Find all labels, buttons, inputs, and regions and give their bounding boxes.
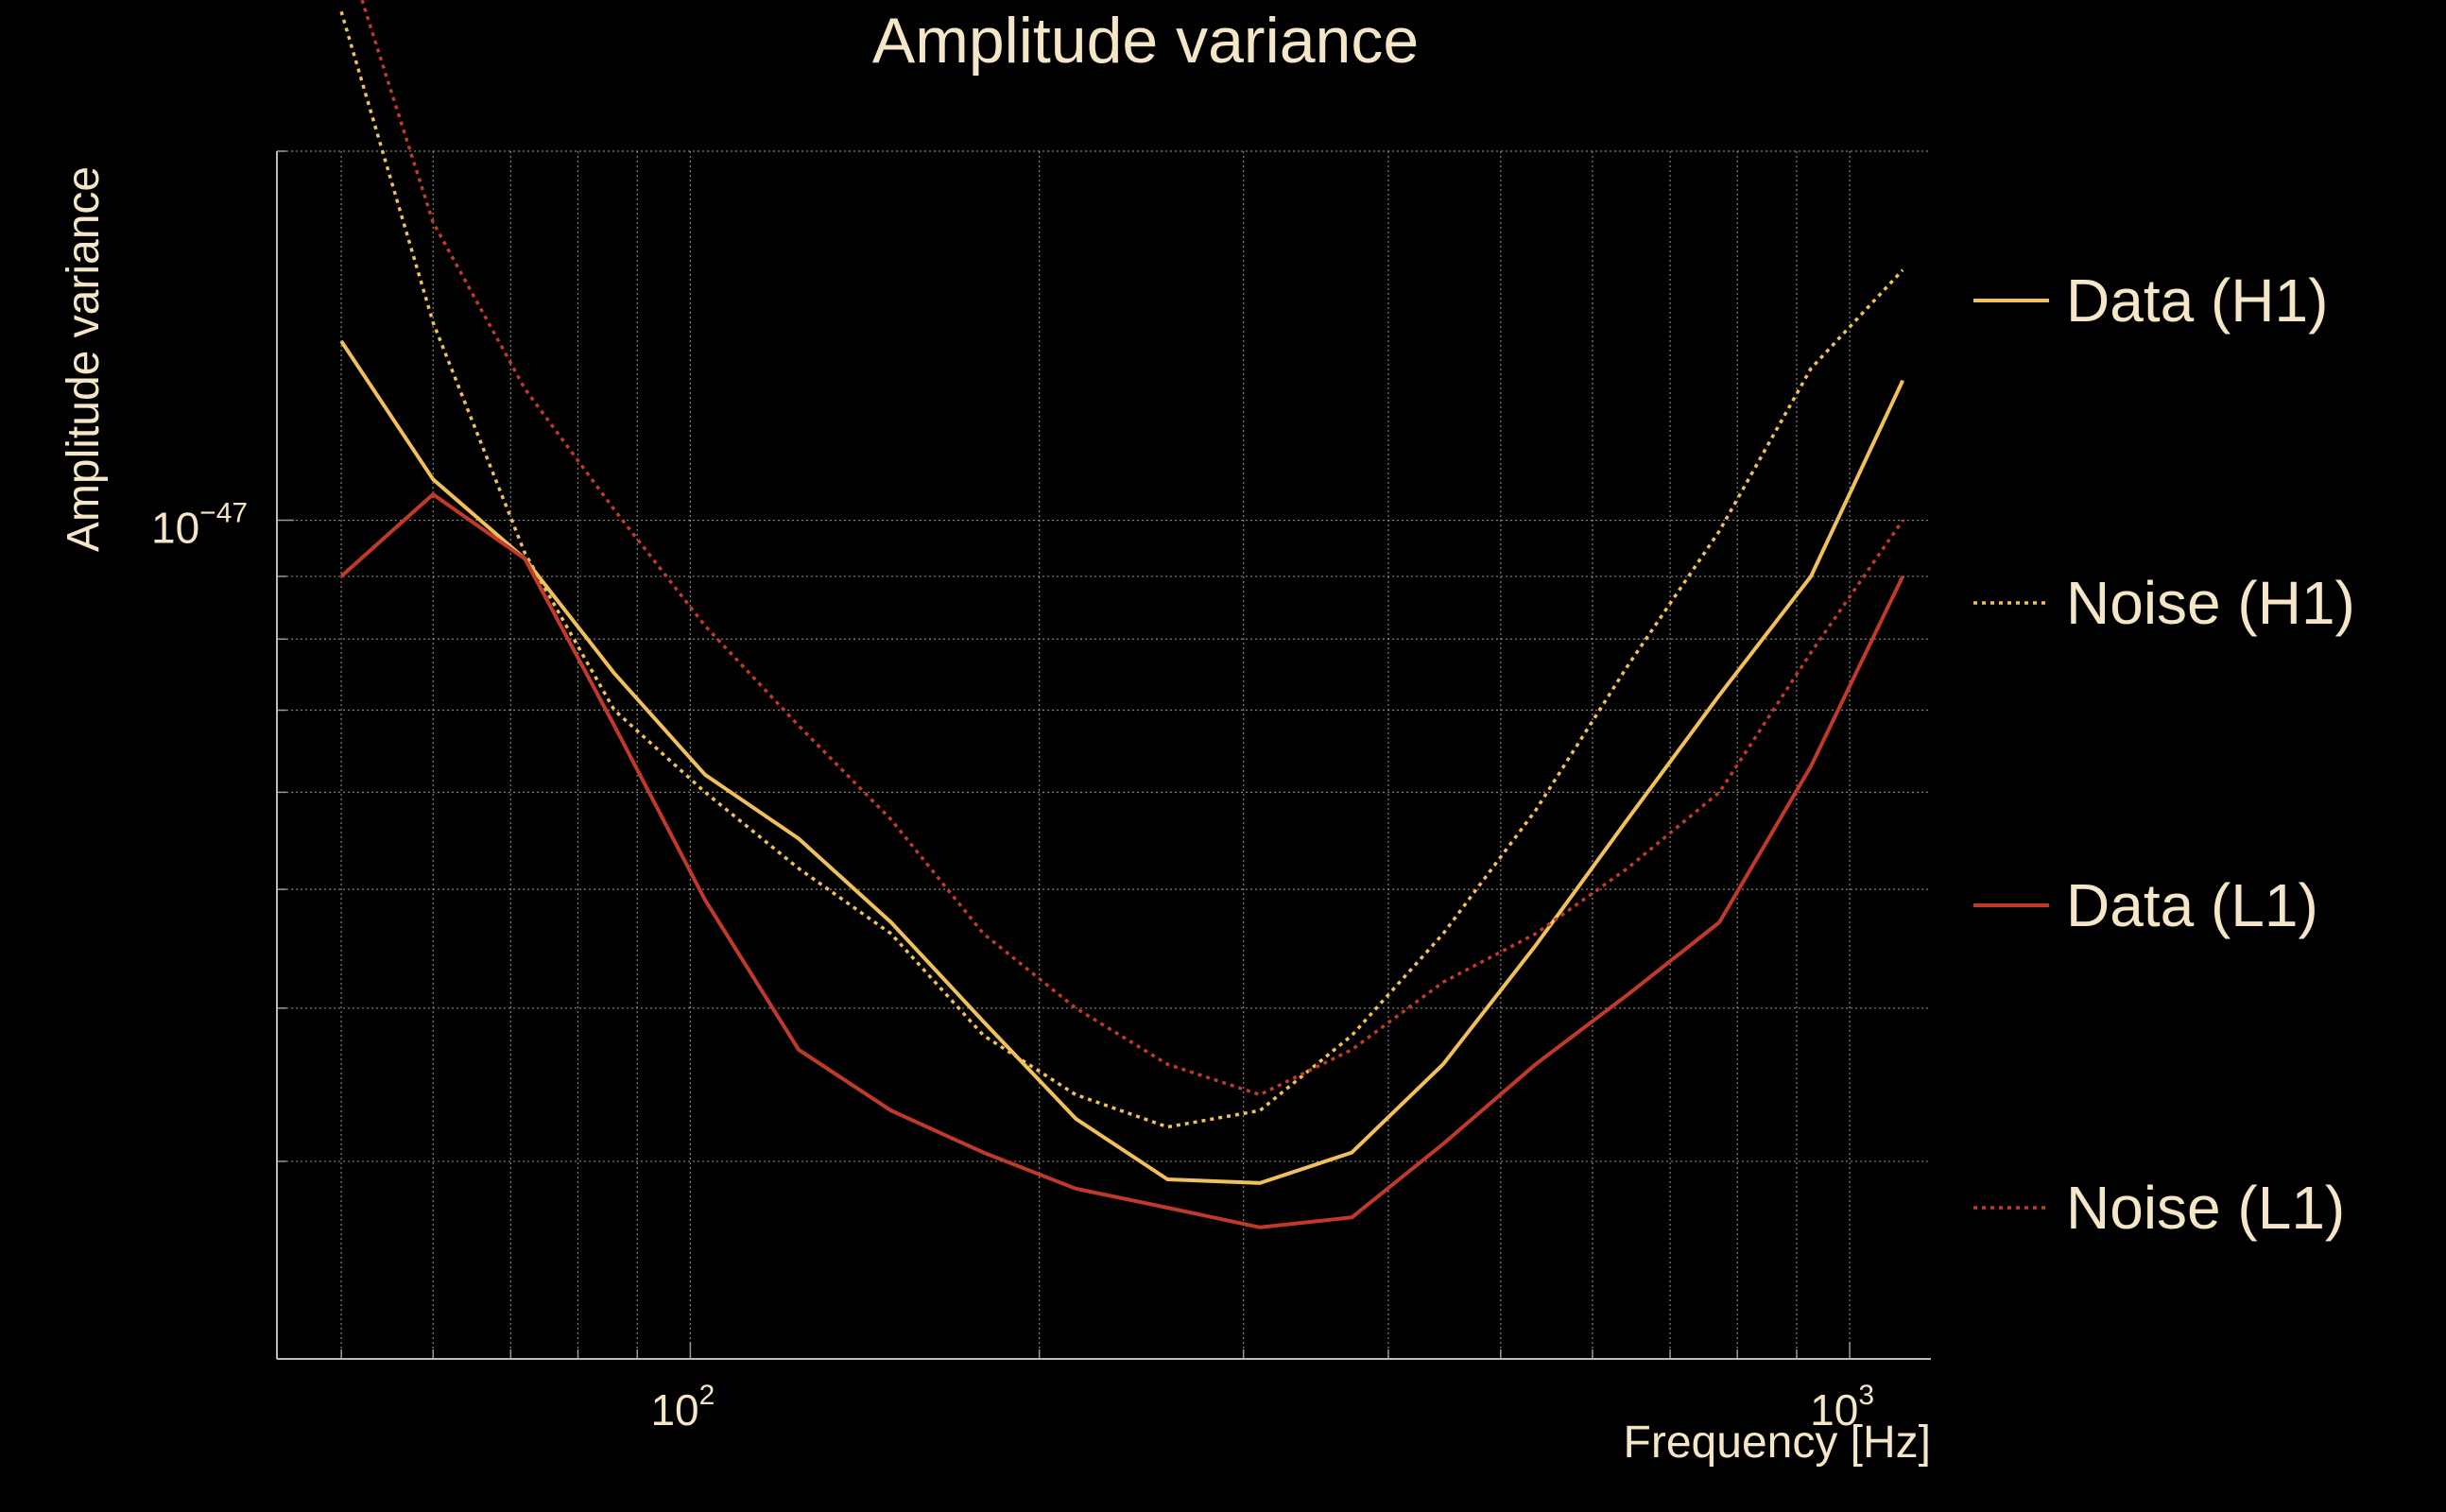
x-tick-label: 103 — [1810, 1380, 1874, 1435]
chart-title: Amplitude variance — [872, 5, 1419, 77]
legend-label: Noise (L1) — [2066, 1174, 2345, 1242]
y-axis-label: Amplitude variance — [59, 166, 109, 552]
axes — [276, 150, 1931, 1360]
series-line-2 — [339, 492, 1905, 1229]
legend-label: Data (H1) — [2066, 266, 2328, 335]
x-tick-label: 102 — [650, 1380, 715, 1435]
tick-labels: 102 103 10−47 — [151, 498, 1874, 1435]
series-line-1 — [339, 10, 1904, 1129]
grid-lines — [277, 150, 1931, 1359]
legend-label: Data (L1) — [2066, 871, 2318, 939]
y-tick-label: 10−47 — [151, 498, 248, 553]
legend: Data (H1) Noise (H1) Data (L1) Noise (L1) — [1973, 266, 2355, 1242]
series-lines — [339, 0, 1905, 1229]
legend-label: Noise (H1) — [2066, 569, 2355, 637]
series-line-0 — [339, 339, 1905, 1185]
x-axis-label: Frequency [Hz] — [1624, 1418, 1931, 1468]
